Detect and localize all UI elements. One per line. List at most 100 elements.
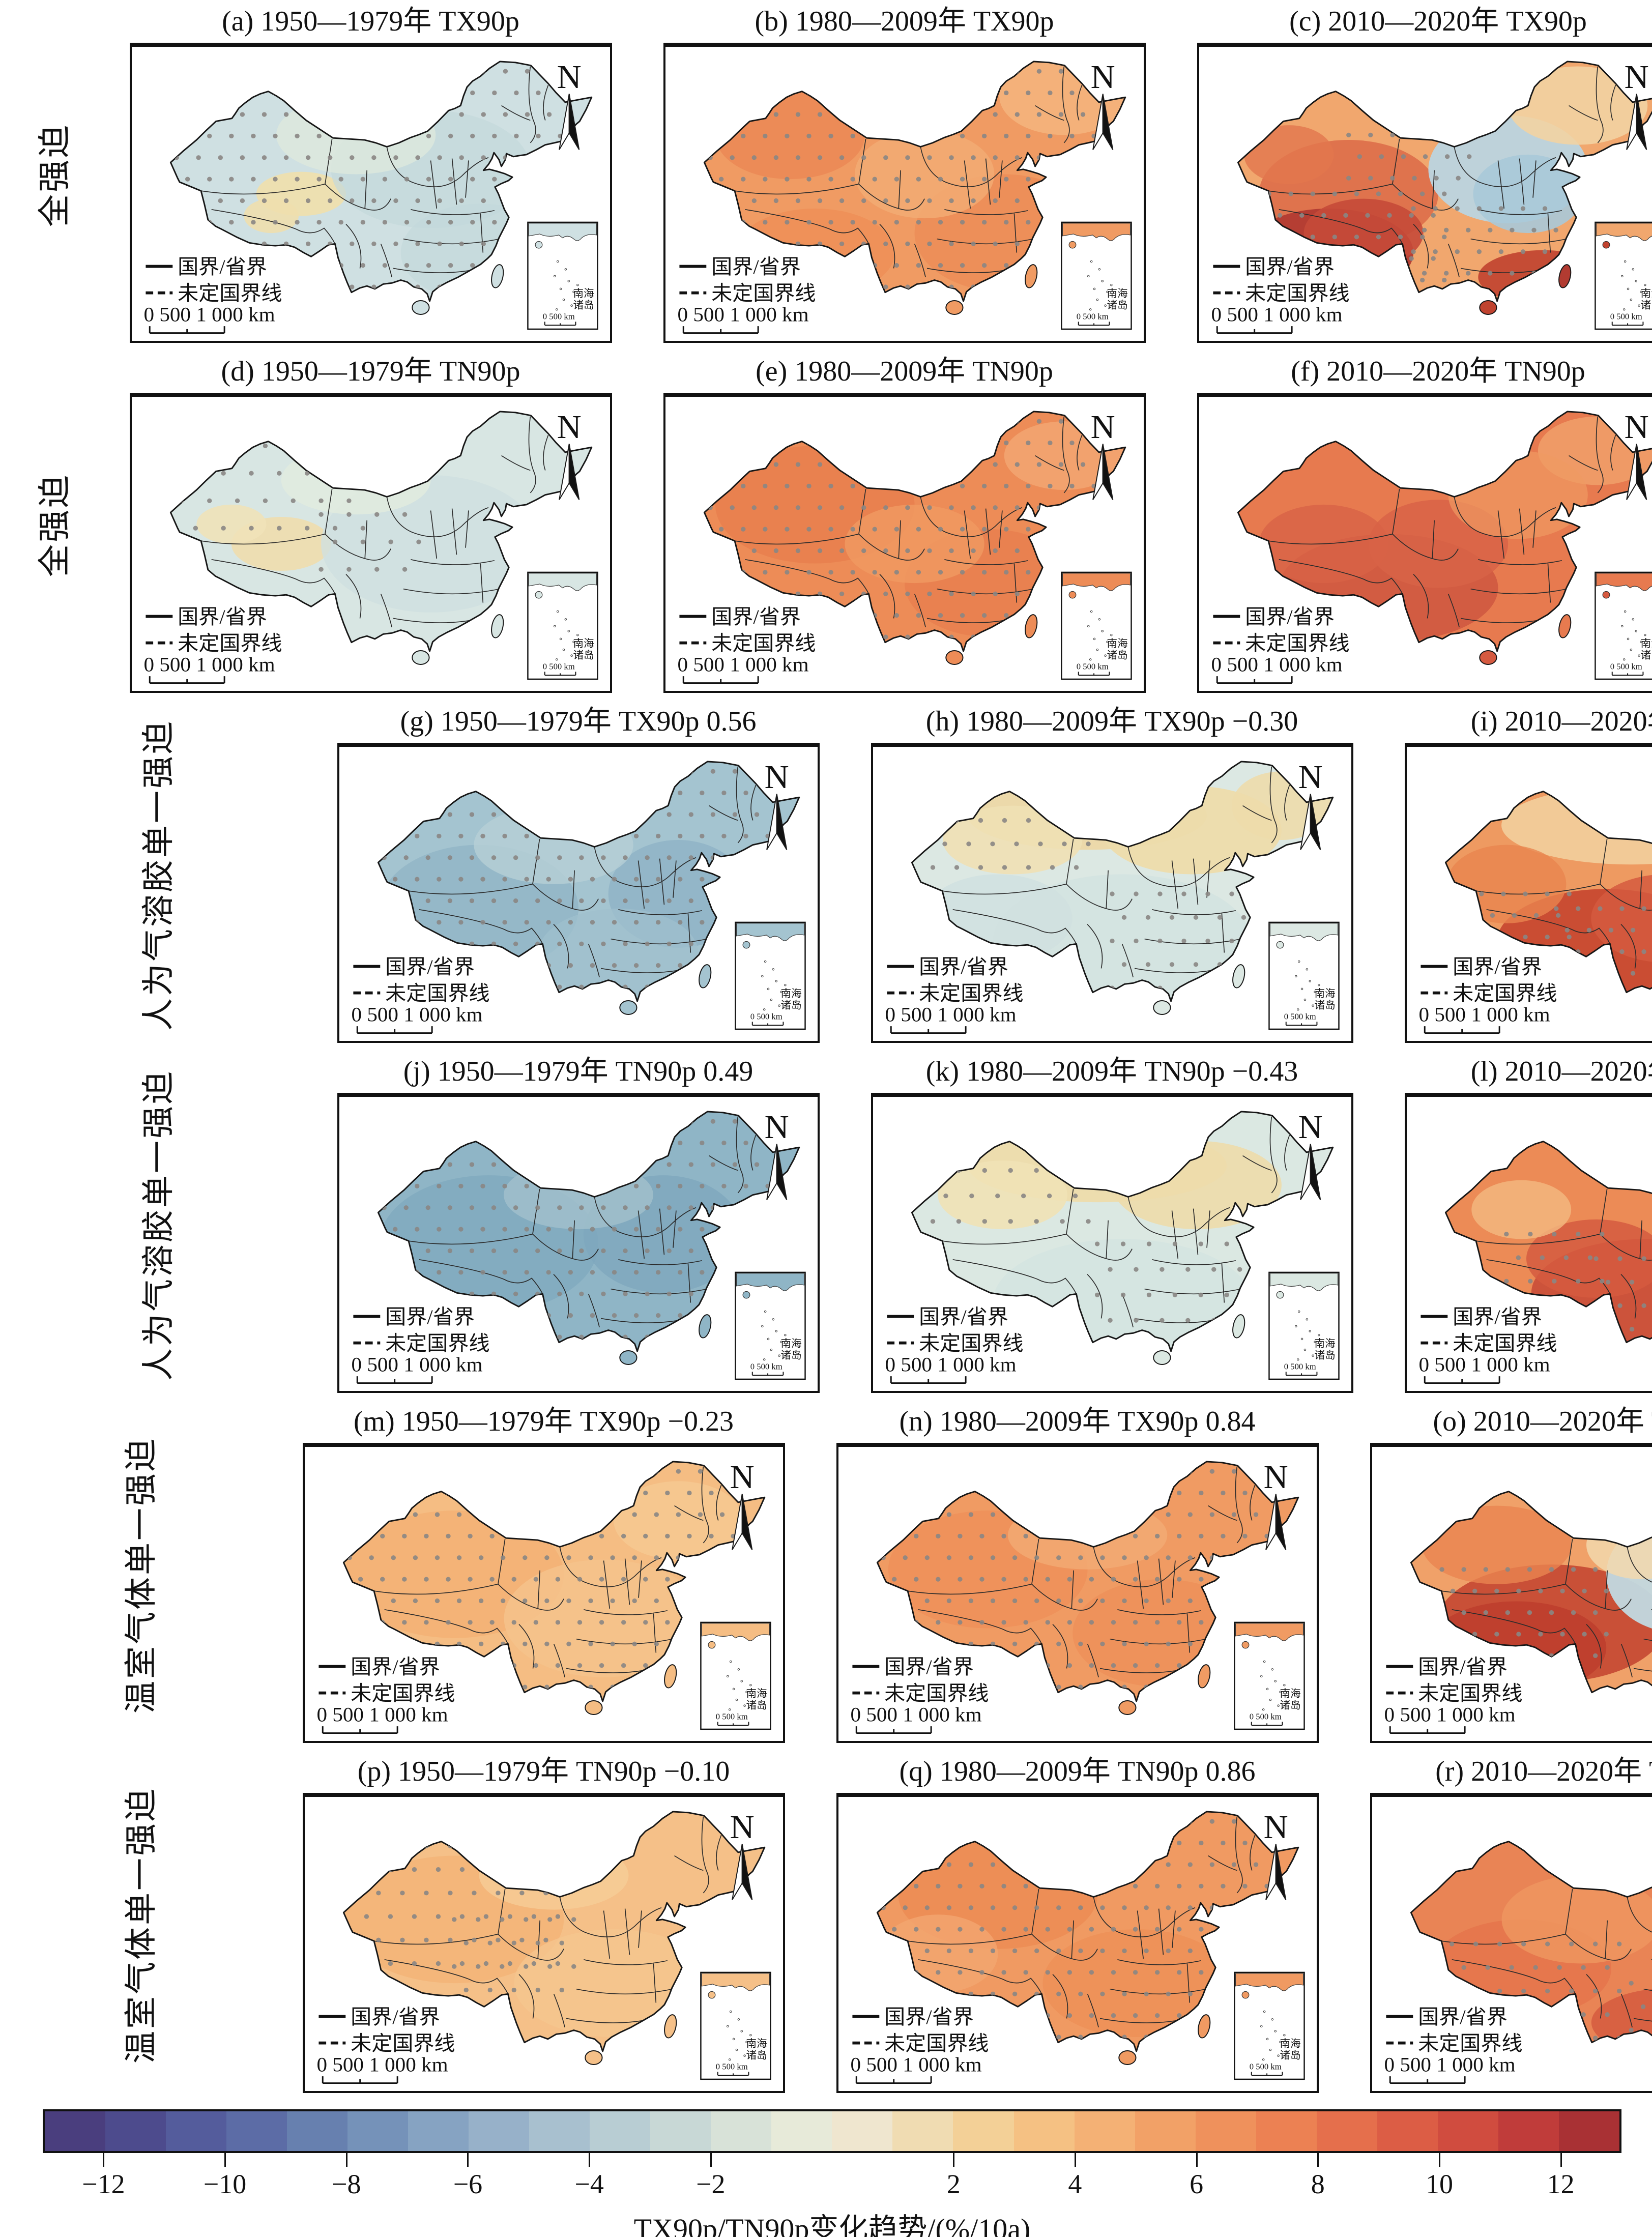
inset-island-dot [1622,308,1625,311]
panel-title: (i) 2010—2020年 TX90p 0.46 [1470,706,1652,737]
map-panel: (j) 1950—1979年 TN90p 0.49 N 国界/省界 未定国界线 0 5… [311,1050,845,1393]
inset-island-dot [1271,1668,1273,1671]
colorbar-tick [1074,2153,1076,2167]
north-label: N [764,759,789,795]
inset-scale-bar [751,1372,784,1376]
national-boundary [703,61,1126,302]
trend-color-patches [379,805,748,997]
inset-island-dot [1306,1318,1308,1321]
panel-title: (n) 1980—2009年 TX90p 0.84 [899,1406,1256,1437]
inset-island-dot [761,975,764,978]
inset-island-dot [1106,641,1109,643]
undefined-boundary-label: 未定国界线 [1245,282,1350,305]
boundary-label: 国界/省界 [351,2006,440,2028]
panel-title: (o) 2010—2020年 TX90p 0.61 [1433,1406,1652,1437]
boundary-label: 国界/省界 [711,605,801,628]
inset-label-line2: 诸岛 [1280,1700,1300,1711]
colorbar-tick-label: 2 [946,2169,961,2199]
inset-island-dot [745,2041,748,2043]
taiwan-island [1197,2014,1210,2039]
colorbar-segment [347,2111,409,2151]
inset-label-line2: 诸岛 [1280,2050,1300,2061]
inset-island-dot [774,980,777,982]
colorbar-segment [1256,2111,1317,2151]
province-borders [942,1116,1290,1327]
north-arrow-right [568,444,579,500]
north-arrow-right [1636,444,1647,500]
boundary-label: 国界/省界 [1418,1655,1508,1678]
inset-scale-bar [1285,1022,1317,1026]
national-boundary [1410,1491,1652,1694]
taiwan-island [1024,614,1037,638]
scale-bar [1424,1376,1500,1384]
inset-hainan [1276,941,1284,949]
inset-scale-text: 0 500 km [1610,312,1642,322]
undefined-boundary-label: 未定国界线 [884,2032,989,2055]
colorbar-segment [105,2111,166,2151]
inset-island-dot [1624,260,1626,263]
inset-scale-text: 0 500 km [715,1712,747,1722]
inset-scale-text: 0 500 km [1076,662,1108,672]
north-arrow: N [764,1109,789,1200]
inset-island-dot [1269,2048,1271,2051]
map-panel: (k) 1980—2009年 TN90p −0.43 N 国界/省界 未定国界线 0 … [845,1050,1379,1393]
north-arrow-right [1102,94,1113,150]
inset-island-dot [740,2030,743,2032]
province-borders [1475,1188,1652,1319]
colorbar-tick [345,2153,347,2167]
map-panel: (n) 1980—2009年 TX90p 0.84 N 国界/省界 未定国界线 0 5… [810,1400,1344,1743]
map-panel: (d) 1950—1979年 TN90p N 国界/省界 未定国界线 0 500 1 … [104,350,637,693]
inset-scale-bar [544,322,576,326]
scale-text: 0 500 1 000 km [1418,1003,1550,1026]
boundary-label: 国界/省界 [919,1305,1008,1328]
inset-island-dot [737,2018,740,2021]
map-panel: (e) 1980—2009年 TN90p N 国界/省界 未定国界线 0 500 1 … [637,350,1171,693]
colorbar-tick [953,2153,955,2167]
colorbar-segment [892,2111,953,2151]
inset-frame [1060,571,1132,680]
inset-island-dot [1110,633,1113,636]
inset-scale-text: 0 500 km [750,1362,782,1372]
boundary-label: 国界/省界 [385,955,475,978]
colorbar-segment [771,2111,832,2151]
inset-island-dot [728,1708,731,1711]
inset-label-line2: 诸岛 [1640,300,1652,311]
colorbar-tick-label: 4 [1068,2169,1082,2199]
scale-bar [890,1376,967,1384]
inset-island-dot [1639,290,1642,293]
inset-hainan [1276,1291,1284,1299]
province-borders [1441,1889,1652,2027]
north-arrow: N [730,1809,754,1900]
taiwan-island [698,1314,711,1339]
inset-island-dot [726,1675,729,1678]
scale-bar [890,1026,967,1034]
inset-island-dot [1110,283,1113,286]
inset-island-dot [784,1333,787,1337]
inset-island-dot [764,960,766,963]
north-arrow-right [1310,1144,1321,1200]
panel-title: (r) 2010—2020年 TN90p 0.52 [1435,1756,1652,1787]
inset-island-dot [772,1318,774,1321]
inset-island-dot [1306,968,1308,971]
province-borders [1475,838,1652,969]
inset-island-dot [1639,641,1642,643]
inset-island-dot [1317,1333,1320,1337]
forcing-side-label: 全强迫 [37,473,73,577]
panel-title: (l) 2010—2020年 TN90p 0.48 [1470,1056,1652,1087]
panel-title: (g) 1950—1979年 TX90p 0.56 [400,706,757,737]
